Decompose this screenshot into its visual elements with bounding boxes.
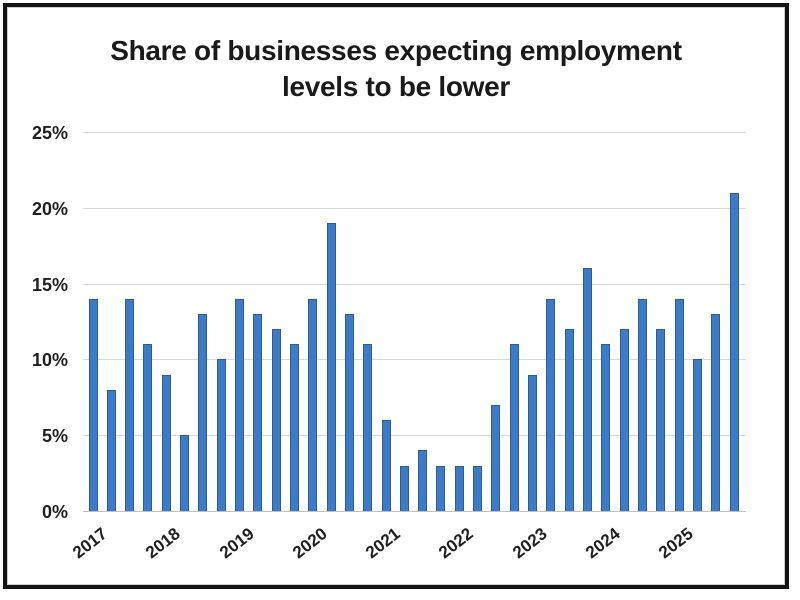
bar	[271, 329, 281, 511]
bar	[235, 298, 244, 511]
bar	[381, 420, 391, 511]
bar	[289, 344, 299, 511]
bar	[473, 465, 483, 511]
bar	[711, 313, 721, 511]
bar	[216, 359, 226, 511]
bar	[601, 344, 611, 511]
y-axis-label: 5%	[41, 426, 68, 447]
gridline	[83, 359, 746, 361]
bar	[582, 268, 592, 511]
bar	[674, 298, 684, 511]
bar	[729, 192, 739, 511]
y-axis-label: 0%	[41, 502, 68, 522]
bar	[308, 298, 318, 511]
gridline	[83, 283, 746, 285]
x-axis-line	[83, 511, 746, 512]
bar	[692, 359, 702, 511]
bar	[180, 435, 190, 511]
bar	[143, 344, 153, 511]
bar	[637, 298, 647, 511]
bar	[125, 298, 135, 511]
bar	[418, 450, 428, 511]
bar	[399, 465, 409, 511]
chart-title-line-2: levels to be lower	[281, 71, 511, 102]
bar	[106, 389, 116, 511]
y-axis-label: 25%	[31, 123, 68, 143]
bar	[344, 313, 354, 511]
y-axis-label: 15%	[31, 274, 68, 295]
bar	[161, 374, 171, 511]
bar	[436, 465, 446, 511]
bar	[88, 298, 98, 511]
bar	[454, 465, 464, 511]
chart-title-line-1: Share of businesses expecting employment	[110, 35, 682, 66]
bar	[198, 313, 208, 511]
y-axis-label: 10%	[31, 350, 68, 371]
gridline	[83, 435, 746, 437]
bar	[363, 344, 373, 511]
bar	[253, 313, 263, 511]
gridline	[83, 207, 746, 209]
bar	[509, 344, 519, 511]
bar	[619, 329, 629, 511]
bar	[491, 404, 501, 511]
bar	[528, 374, 538, 511]
chart-title: Share of businesses expecting employment…	[7, 33, 785, 105]
gridline	[83, 132, 746, 133]
bar	[326, 222, 336, 511]
bar	[656, 329, 666, 511]
bar	[564, 329, 574, 511]
plot-area	[83, 132, 746, 512]
bar	[546, 298, 556, 511]
y-axis-label: 20%	[31, 198, 68, 219]
